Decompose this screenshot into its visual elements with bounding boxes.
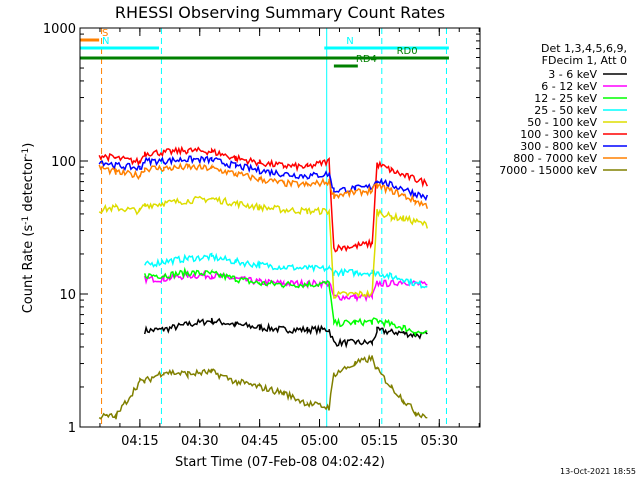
- y-axis-label-main: Count Rate (s: [21, 225, 36, 314]
- plot-frame: [79, 27, 481, 428]
- chart-title: RHESSI Observing Summary Count Rates: [115, 3, 445, 22]
- legend-entry-6: 100 - 300 keV: [520, 128, 597, 141]
- legend-header: Det 1,3,4,5,6,9,: [541, 42, 627, 55]
- series-line-2: [143, 269, 428, 303]
- y-axis-label-sup1: -1: [21, 216, 31, 225]
- x-tick-label: 04:15: [121, 434, 158, 449]
- x-tick-label: 05:00: [301, 434, 338, 449]
- y-axis-label-sup2: -1: [21, 148, 31, 157]
- footer-date: 13-Oct-2021 18:55: [560, 467, 636, 476]
- legend-header: FDecim 1, Att 0: [542, 54, 627, 67]
- series-line-6: [98, 145, 428, 253]
- legend-entry-7: 300 - 800 keV: [520, 140, 597, 153]
- x-axis-label: Start Time (07-Feb-08 04:02:42): [175, 455, 385, 470]
- x-tick-label: 04:45: [241, 434, 278, 449]
- legend: Det 1,3,4,5,6,9,FDecim 1, Att 03 - 6 keV…: [499, 42, 627, 177]
- legend-entry-5: 50 - 100 keV: [527, 116, 597, 129]
- y-axis-label-mid: detector: [21, 156, 36, 216]
- series-line-9: [98, 354, 428, 420]
- series-line-5: [98, 195, 429, 299]
- y-tick-label: 100: [51, 155, 76, 170]
- legend-entry-4: 25 - 50 keV: [534, 104, 597, 117]
- legend-entry-9: 7000 - 15000 keV: [499, 164, 597, 177]
- x-tick-label: 05:30: [421, 434, 458, 449]
- x-tick-label: 04:30: [181, 434, 218, 449]
- svg-text:Count Rate (s-1 detector-1): Count Rate (s-1 detector-1): [21, 143, 36, 314]
- y-tick-label: 1000: [43, 22, 76, 37]
- y-tick-label: 10: [59, 288, 76, 303]
- plot-area: 1 10 100 1000 04:15 04:30 04:45 05:00 05:15 05:30…: [43, 22, 480, 449]
- x-tick-label: 05:15: [361, 434, 398, 449]
- flag-label: S: [102, 28, 108, 39]
- series-line-1: [143, 317, 428, 349]
- series-line-8: [98, 162, 429, 209]
- legend-entry-3: 12 - 25 keV: [534, 92, 597, 105]
- series-line-7: [98, 155, 429, 202]
- flag-label: N: [102, 36, 109, 47]
- legend-entry-1: 3 - 6 keV: [548, 68, 597, 81]
- y-axis-label-end: ): [21, 143, 36, 148]
- flag-label: N: [346, 36, 353, 47]
- series-line-4: [144, 252, 428, 289]
- series-line-3: [143, 266, 428, 337]
- flag-label: RD4: [356, 54, 377, 65]
- legend-entry-2: 6 - 12 keV: [541, 80, 597, 93]
- y-axis-label: Count Rate (s-1 detector-1): [21, 143, 36, 314]
- flag-label: RD0: [397, 46, 418, 57]
- legend-entry-8: 800 - 7000 keV: [513, 152, 597, 165]
- y-tick-label: 1: [68, 421, 76, 436]
